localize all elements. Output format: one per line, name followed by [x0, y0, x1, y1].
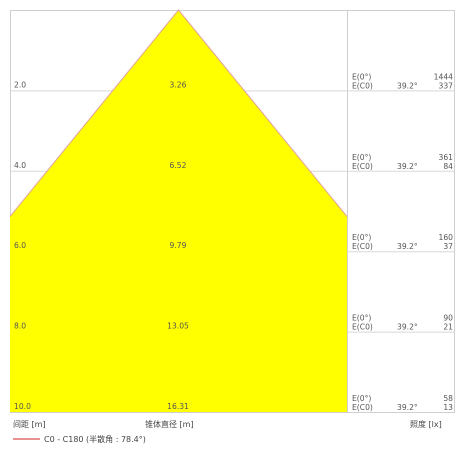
- distance-value: 8.0: [14, 322, 26, 331]
- ec0-value: 337: [439, 81, 454, 90]
- ec0-label: E(C0): [352, 81, 373, 90]
- distance-value: 10.0: [14, 402, 31, 411]
- distance-value: 4.0: [14, 161, 26, 170]
- diameter-value: 9.79: [170, 241, 187, 250]
- beam-cone-area: [10, 10, 347, 412]
- e0-label: E(0°): [352, 233, 371, 242]
- diameter-value: 16.31: [167, 402, 189, 411]
- angle-value: 39.2°: [397, 323, 418, 332]
- ec0-value: 84: [443, 162, 453, 171]
- e0-value: 1444: [434, 72, 453, 81]
- ec0-value: 13: [443, 403, 453, 412]
- e0-value: 361: [439, 153, 454, 162]
- ec0-label: E(C0): [352, 323, 373, 332]
- legend-label: C0 - C180 (半散角 : 78.4°): [44, 434, 146, 444]
- diameter-value: 6.52: [170, 161, 187, 170]
- beam-cone-edge: [9, 9, 348, 217]
- e0-value: 58: [443, 394, 453, 403]
- e0-value: 160: [439, 233, 454, 242]
- distance-value: 6.0: [14, 241, 26, 250]
- ec0-value: 21: [443, 323, 453, 332]
- ec0-label: E(C0): [352, 242, 373, 251]
- diameter-value: 13.05: [167, 322, 189, 331]
- angle-value: 39.2°: [397, 81, 418, 90]
- distance-value: 2.0: [14, 80, 26, 89]
- e0-label: E(0°): [352, 314, 371, 323]
- angle-value: 39.2°: [397, 162, 418, 171]
- ec0-value: 37: [443, 242, 453, 251]
- angle-value: 39.2°: [397, 403, 418, 412]
- e0-label: E(0°): [352, 394, 371, 403]
- distance-axis-label: 间距 [m]: [13, 420, 46, 429]
- ec0-label: E(C0): [352, 162, 373, 171]
- angle-value: 39.2°: [397, 242, 418, 251]
- diameter-value: 3.26: [170, 80, 187, 89]
- ec0-label: E(C0): [352, 403, 373, 412]
- e0-label: E(0°): [352, 72, 371, 81]
- illuminance-axis-label: 照度 [lx]: [410, 419, 442, 429]
- diameter-axis-label: 锥体直径 [m]: [145, 419, 194, 429]
- e0-value: 90: [443, 314, 453, 323]
- e0-label: E(0°): [352, 153, 371, 162]
